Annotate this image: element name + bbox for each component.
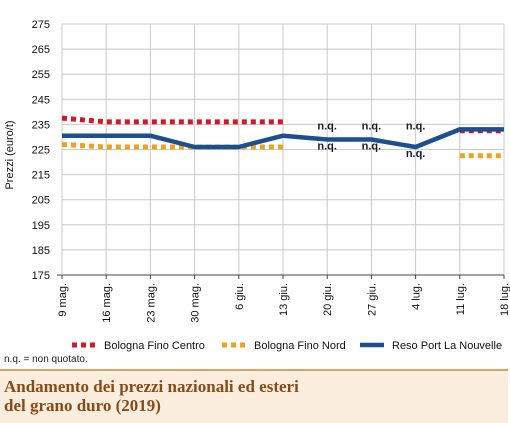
y-tick-label: 215 [32, 170, 50, 182]
axes: 175 185 195 205 215 225 235 245 255 265 275 9 mag. 1… [32, 19, 510, 323]
y-tick-label: 255 [32, 69, 50, 81]
nq-annotation: n.q. [317, 141, 337, 153]
y-axis-label: Prezzi (euro/t) [4, 120, 16, 189]
y-tick-label: 195 [32, 220, 50, 232]
x-tick-label: 23 mag. [145, 283, 157, 323]
x-tick-label: 27 giu. [366, 283, 378, 316]
nq-annotation: n.q. [406, 120, 426, 132]
caption-title: Andamento dei prezzi nazionali ed esteri… [4, 377, 504, 415]
y-tick-label: 175 [32, 270, 50, 282]
legend: Bologna Fino Centro Bologna Fino Nord Reso… [72, 340, 502, 352]
series [61, 115, 505, 159]
y-tick-label: 235 [32, 119, 50, 131]
nq-annotation: n.q. [406, 148, 426, 160]
legend-label: Bologna Fino Centro [104, 340, 205, 352]
annotations: n.q. n.q. n.q. n.q. n.q. n.q. [317, 120, 425, 160]
footnote: n.q. = non quotato. [4, 354, 88, 365]
caption-line-2: del grano duro (2019) [4, 396, 161, 415]
nq-annotation: n.q. [362, 120, 382, 132]
caption-line-1: Andamento dei prezzi nazionali ed esteri [4, 377, 299, 396]
y-tick-label: 225 [32, 145, 50, 157]
x-tick-label: 18 lug. [499, 283, 510, 316]
y-tick-label: 205 [32, 195, 50, 207]
grid [61, 23, 505, 276]
x-tick-label: 30 mag. [190, 283, 202, 323]
x-tick-label: 13 giu. [278, 283, 290, 316]
x-tick-label: 11 lug. [455, 283, 467, 315]
y-tick-label: 275 [32, 19, 50, 31]
x-tick-label: 9 mag. [57, 283, 69, 317]
caption-box: Andamento dei prezzi nazionali ed esteri… [0, 369, 508, 423]
x-tick-label: 20 giu. [322, 283, 334, 316]
plot-background [0, 0, 510, 370]
nq-annotation: n.q. [362, 141, 382, 153]
legend-label: Bologna Fino Nord [254, 340, 346, 352]
legend-label: Reso Port La Nouvelle [392, 340, 502, 352]
y-tick-label: 245 [32, 94, 50, 106]
nq-annotation: n.q. [317, 120, 337, 132]
y-tick-label: 265 [32, 44, 50, 56]
x-tick-label: 6 giu. [234, 283, 246, 310]
y-tick-label: 185 [32, 245, 50, 257]
series-line [61, 115, 283, 125]
x-tick-label: 4 lug. [411, 283, 423, 310]
x-tick-label: 16 mag. [101, 283, 113, 323]
